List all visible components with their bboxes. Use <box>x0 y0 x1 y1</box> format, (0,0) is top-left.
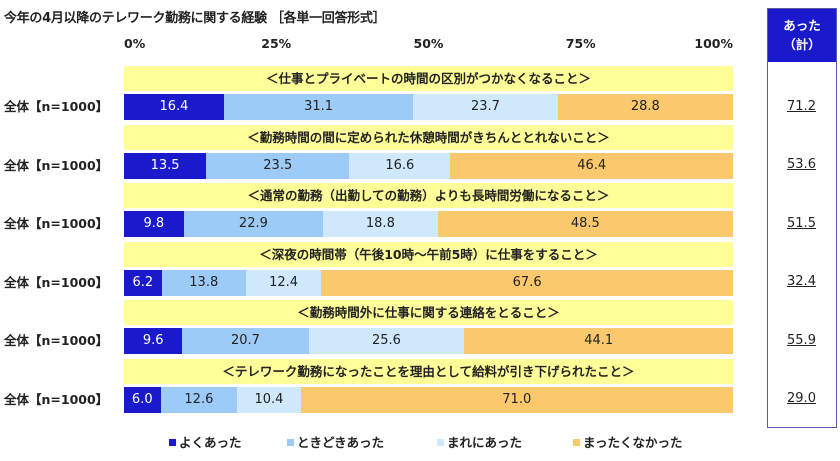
legend-swatch-icon <box>437 439 444 446</box>
bar-segment: 16.6 <box>349 152 451 179</box>
x-tick: 100% <box>694 36 733 51</box>
bar-segment: 12.4 <box>245 269 322 296</box>
stacked-bar: 13.5 23.5 16.6 46.4 <box>124 152 733 179</box>
chart-title: 今年の4月以降のテレワーク勤務に関する経験 ［各単一回答形式］ <box>4 11 386 26</box>
chart-row: ＜テレワーク勤務になったことを理由として給料が引き下げられたこと＞ 全体【n=10… <box>0 358 760 415</box>
chart-row: ＜深夜の時間帯（午後10時～午前5時）に仕事をすること＞ 全体【n=1000】 6.… <box>0 241 760 298</box>
bar-segment: 44.1 <box>464 328 733 354</box>
legend-item-rarely: まれにあった <box>437 434 522 452</box>
x-axis-ticks: 0% 25% 50% 75% 100% <box>124 36 733 52</box>
bar-segment: 28.8 <box>557 94 733 120</box>
segment-label: 全体【n=1000】 <box>4 391 109 407</box>
bar-segment: 25.6 <box>308 328 465 354</box>
question-label: ＜勤務時間の間に定められた休憩時間がきちんととれないこと＞ <box>124 124 733 150</box>
segment-label: 全体【n=1000】 <box>4 157 109 173</box>
x-tick: 75% <box>565 36 596 51</box>
bar-segment: 31.1 <box>223 94 414 120</box>
x-tick: 0% <box>124 36 146 51</box>
bar-segment: 22.9 <box>183 211 324 237</box>
bar-segment: 10.4 <box>237 386 301 413</box>
stacked-bar: 9.6 20.7 25.6 44.1 <box>124 328 733 354</box>
totals-header-line2: （計） <box>783 37 821 52</box>
chart-row: ＜勤務時間の間に定められた休憩時間がきちんととれないこと＞ 全体【n=1000】 1… <box>0 124 760 181</box>
bar-segment: 16.4 <box>124 94 224 120</box>
bar-segment: 23.5 <box>206 152 350 179</box>
bar-segment: 12.6 <box>160 386 238 413</box>
totals-column: あった （計） 71.2 53.6 51.5 32.4 55.9 29.0 <box>767 8 837 428</box>
legend-item-often: よくあった <box>169 434 242 452</box>
total-value: 53.6 <box>787 157 816 172</box>
segment-label: 全体【n=1000】 <box>4 333 109 348</box>
legend-swatch-icon <box>287 439 294 446</box>
bar-segment: 67.6 <box>321 269 733 296</box>
bar-segment: 6.0 <box>124 386 161 413</box>
chart-row: ＜仕事とプライベートの時間の区別がつかなくなること＞ 全体【n=1000】 16.4… <box>0 66 760 122</box>
bar-segment: 23.7 <box>413 94 558 120</box>
legend-swatch-icon <box>169 439 176 446</box>
question-label: ＜通常の勤務（出勤しての勤務）よりも長時間労働になること＞ <box>124 183 733 208</box>
x-tick: 25% <box>261 36 292 51</box>
question-label: ＜深夜の時間帯（午後10時～午前5時）に仕事をすること＞ <box>124 241 733 267</box>
total-value: 51.5 <box>787 215 816 231</box>
bar-segment: 9.8 <box>124 211 184 237</box>
bar-segment: 13.5 <box>124 152 207 179</box>
total-value: 32.4 <box>787 274 816 289</box>
totals-header-line1: あった <box>783 18 821 33</box>
question-label: ＜仕事とプライベートの時間の区別がつかなくなること＞ <box>124 66 733 91</box>
legend: よくあった ときどきあった まれにあった まったくなかった <box>0 434 840 452</box>
bar-segment: 6.2 <box>124 269 162 296</box>
chart-row: ＜通常の勤務（出勤しての勤務）よりも長時間労働になること＞ 全体【n=1000】 9… <box>0 183 760 239</box>
x-tick: 50% <box>413 36 444 51</box>
stacked-bar: 6.2 13.8 12.4 67.6 <box>124 269 733 296</box>
bar-segment: 9.6 <box>124 328 183 354</box>
segment-label: 全体【n=1000】 <box>4 274 109 290</box>
bar-segment: 18.8 <box>323 211 438 237</box>
segment-label: 全体【n=1000】 <box>4 216 109 231</box>
total-value: 55.9 <box>787 332 816 348</box>
bar-segment: 48.5 <box>437 211 733 237</box>
totals-header: あった （計） <box>768 9 836 62</box>
stacked-bar: 16.4 31.1 23.7 28.8 <box>124 94 733 120</box>
stacked-bar: 9.8 22.9 18.8 48.5 <box>124 211 733 237</box>
stacked-bar: 6.0 12.6 10.4 71.0 <box>124 386 733 413</box>
legend-swatch-icon <box>573 439 580 446</box>
question-label: ＜勤務時間外に仕事に関する連絡をとること＞ <box>124 300 733 325</box>
total-value: 29.0 <box>787 391 816 406</box>
chart-row: ＜勤務時間外に仕事に関する連絡をとること＞ 全体【n=1000】 9.6 20.7 25… <box>0 300 760 356</box>
legend-item-sometimes: ときどきあった <box>287 434 384 452</box>
legend-item-never: まったくなかった <box>573 434 683 452</box>
bar-segment: 46.4 <box>450 152 733 179</box>
bar-segment: 20.7 <box>182 328 309 354</box>
total-value: 71.2 <box>787 98 816 114</box>
bar-segment: 71.0 <box>300 386 733 413</box>
segment-label: 全体【n=1000】 <box>4 99 109 114</box>
question-label: ＜テレワーク勤務になったことを理由として給料が引き下げられたこと＞ <box>124 358 733 384</box>
bar-segment: 13.8 <box>161 269 246 296</box>
